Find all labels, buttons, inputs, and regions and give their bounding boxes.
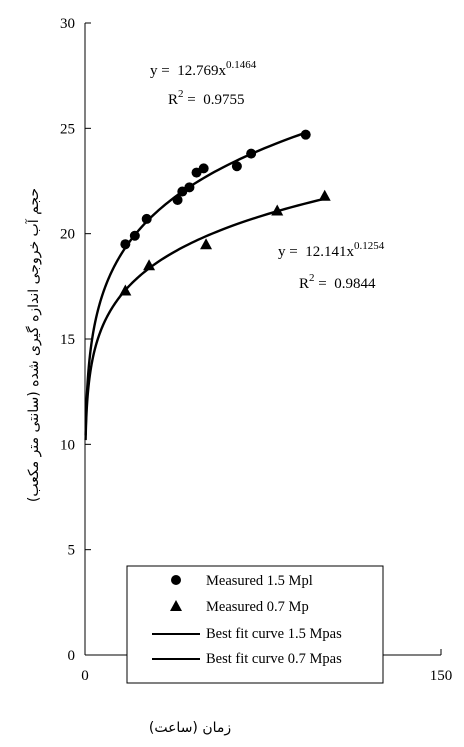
legend: Measured 1.5 Mpl Measured 0.7 Mp Best fi…: [126, 565, 384, 684]
data-point-triangle: [271, 204, 284, 216]
data-point-circle: [231, 161, 242, 172]
data-point-circle: [120, 239, 131, 250]
equation-1: y = 12.769x0.1464 R2 = 0.9755: [150, 59, 257, 108]
svg-text:R2 = 0.9755: R2 = 0.9755: [168, 88, 244, 108]
equation-2-exponent: 0.1254: [354, 240, 385, 252]
x-tick-label: 0: [81, 668, 89, 684]
data-point-circle: [184, 182, 195, 193]
y-tick-label: 25: [60, 121, 75, 137]
y-tick-label: 5: [68, 543, 76, 559]
y-axis-title: حجم آب خروجی اندازه گیری شده (سانتی متر …: [25, 188, 42, 502]
r2-1-sup: 2: [178, 88, 184, 100]
legend-label-1: Measured 1.5 Mpl: [206, 573, 313, 589]
legend-box: [126, 565, 384, 684]
y-tick-label: 30: [60, 16, 75, 32]
data-point-circle: [300, 129, 311, 140]
equation-1-prefix: y =: [150, 63, 177, 79]
r2-1-value: = 0.9755: [184, 92, 245, 108]
data-point-triangle: [318, 189, 331, 201]
x-axis-title: زمان (ساعت): [149, 720, 231, 736]
svg-text:y = 12.769x0.1464: y = 12.769x0.1464: [150, 59, 257, 79]
data-point-circle: [129, 230, 140, 241]
fit-curves: [84, 131, 325, 441]
data-point-circle: [172, 194, 183, 205]
data-point-triangle: [200, 238, 213, 250]
legend-marker-triangle: [170, 600, 182, 611]
r2-2-sup: 2: [309, 272, 315, 284]
legend-label-4: Best fit curve 0.7 Mpas: [206, 651, 342, 667]
svg-text:y = 12.141x0.1254: y = 12.141x0.1254: [278, 240, 385, 260]
y-tick-label: 20: [60, 227, 75, 243]
data-point-triangle: [143, 259, 156, 271]
data-point-circle: [198, 163, 209, 174]
fit-curve-3: [84, 197, 325, 441]
r2-2-value: = 0.9844: [315, 276, 376, 292]
y-tick-label: 0: [68, 648, 76, 664]
equation-2: y = 12.141x0.1254 R2 = 0.9844: [278, 240, 385, 292]
data-points: [119, 129, 331, 296]
data-point-circle: [141, 213, 152, 224]
equation-2-prefix: y =: [278, 244, 305, 260]
equation-2-coef: 12.141x: [305, 244, 354, 260]
legend-marker-circle: [171, 575, 181, 585]
data-point-triangle: [119, 284, 132, 296]
r2-2-prefix: R: [299, 276, 309, 292]
fit-curve-2: [84, 131, 307, 436]
legend-label-3: Best fit curve 1.5 Mpas: [206, 626, 342, 642]
svg-text:R2 = 0.9844: R2 = 0.9844: [299, 272, 376, 292]
equation-1-coef: 12.769x: [177, 63, 226, 79]
r2-1-prefix: R: [168, 92, 178, 108]
legend-label-2: Measured 0.7 Mp: [206, 599, 309, 615]
equation-1-exponent: 0.1464: [226, 59, 257, 71]
x-tick-label: 150: [430, 668, 453, 684]
data-point-circle: [246, 148, 257, 159]
y-tick-label: 15: [60, 332, 75, 348]
y-tick-label: 10: [60, 437, 75, 453]
